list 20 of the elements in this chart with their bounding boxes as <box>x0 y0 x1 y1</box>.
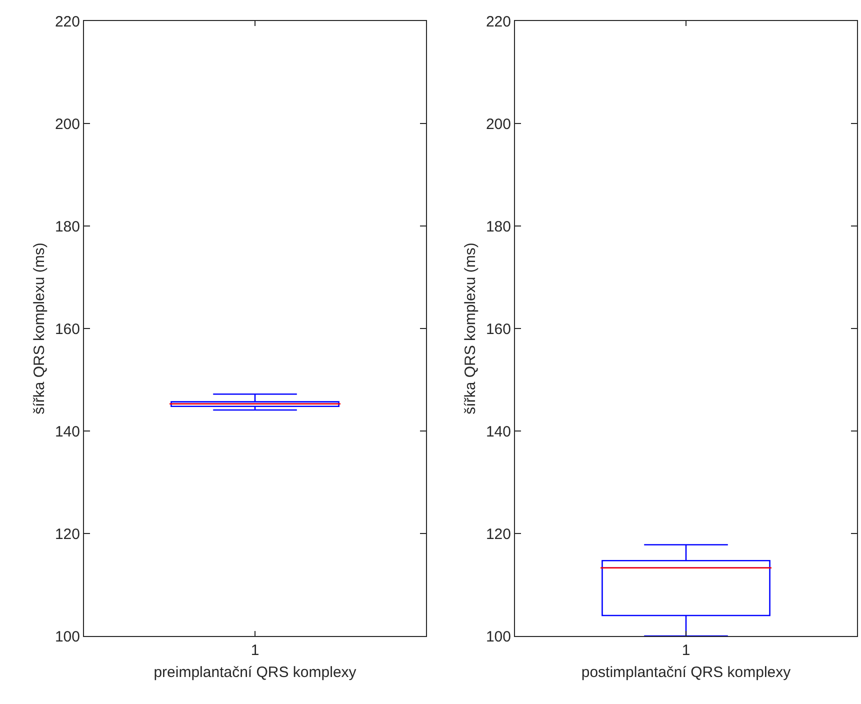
y-tick-label: 120 <box>486 526 511 543</box>
y-tick-label: 100 <box>54 628 80 646</box>
x-tick-label: 1 <box>250 642 260 659</box>
y-tick-label: 160 <box>54 320 80 338</box>
y-tick-label: 140 <box>54 423 80 440</box>
y-tick-label: 180 <box>486 218 511 236</box>
x-axis-title: postimplantační QRS komplexy <box>581 664 792 681</box>
y-tick-label: 200 <box>486 116 511 133</box>
y-tick-label: 100 <box>486 628 511 646</box>
y-axis-title: šířka QRS komplexu (ms) <box>31 242 48 414</box>
y-tick-label: 200 <box>54 116 80 133</box>
y-tick-label: 120 <box>54 526 80 543</box>
x-tick-label: 1 <box>682 642 690 659</box>
y-tick-label: 140 <box>486 423 511 440</box>
y-axis-title: šířka QRS komplexu (ms) <box>462 242 479 414</box>
y-tick-label: 220 <box>486 13 511 30</box>
y-tick-label: 180 <box>54 218 80 236</box>
x-axis-title: preimplantační QRS komplexy <box>154 664 357 681</box>
y-tick-label: 220 <box>54 13 80 30</box>
y-tick-label: 160 <box>486 320 511 338</box>
